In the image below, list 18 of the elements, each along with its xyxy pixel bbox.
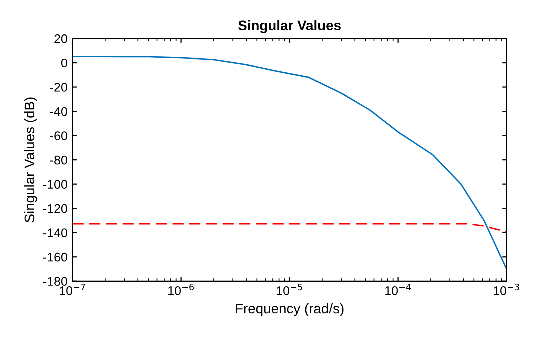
y-tick-label: -180 (43, 277, 68, 286)
y-tick-label: -60 (50, 132, 68, 140)
y-tick-label: -20 (50, 83, 68, 92)
y-tick-label: -100 (43, 180, 68, 189)
x-tick-label: 10$^{−3}$ (494, 284, 520, 296)
y-tick-label: -160 (43, 252, 68, 262)
chart-title: Singular Values (238, 20, 341, 34)
y-tick-label: -140 (43, 228, 68, 238)
y-tick-label: 0 (61, 58, 68, 68)
x-tick-label: 10$^{−5}$ (277, 284, 302, 296)
y-axis-title: Singular Values (dB) (24, 98, 38, 223)
y-tick-label: -120 (43, 204, 68, 214)
y-tick-label: -40 (50, 107, 68, 116)
y-tick-label: -80 (50, 156, 68, 165)
x-tick-label: 10$^{−6}$ (168, 284, 194, 296)
x-tick-label: 10$^{−4}$ (386, 284, 412, 296)
y-tick-label: 20 (54, 34, 68, 44)
x-axis-title: Frequency (rad/s) (236, 303, 344, 316)
